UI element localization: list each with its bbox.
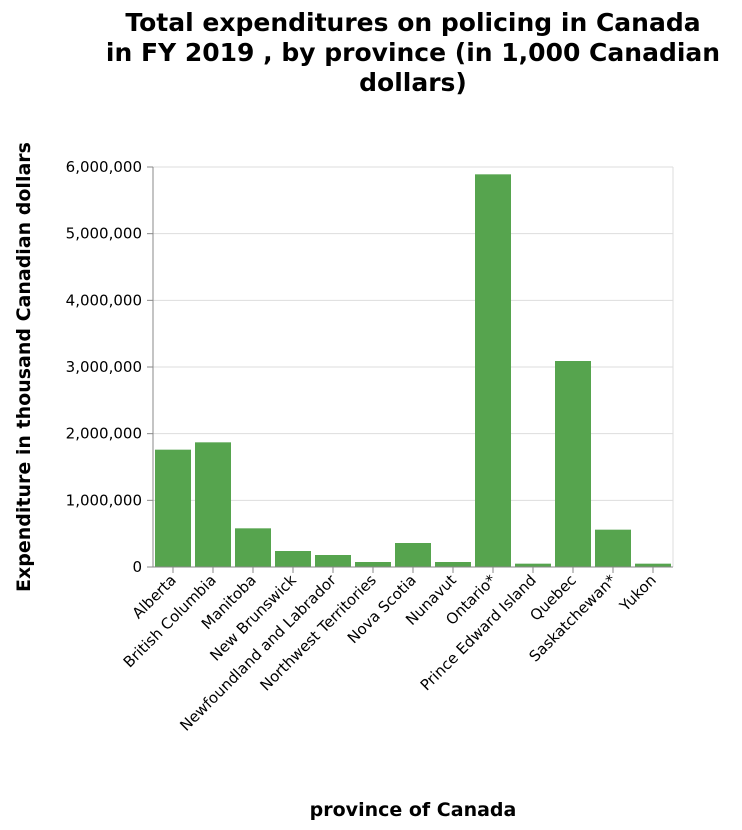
- bar-alberta: [155, 449, 191, 567]
- bar-northwest-territories: [355, 562, 391, 567]
- gridlines: [153, 166, 674, 568]
- bar-ontario: [475, 174, 511, 568]
- bar-yukon: [635, 563, 671, 567]
- bar-newfoundland-and-labrador: [315, 555, 351, 567]
- y-axis-title: Expenditure in thousand Canadian dollars: [13, 142, 35, 592]
- chart-title-line-2: in FY 2019 , by province (in 1,000 Canad…: [106, 38, 720, 67]
- bar-quebec: [555, 361, 591, 567]
- chart-title-line-3: dollars): [359, 68, 467, 97]
- y-tick-label: 5,000,000: [66, 225, 142, 243]
- chart-title-line-1: Total expenditures on policing in Canada: [125, 8, 700, 37]
- x-axis-title: province of Canada: [310, 799, 517, 821]
- y-tick-label: 0: [132, 558, 142, 576]
- y-tick-label: 2,000,000: [66, 425, 142, 443]
- y-tick-label: 1,000,000: [66, 491, 142, 509]
- x-tick-label: Yukon: [615, 571, 659, 615]
- bar-prince-edward-island: [515, 563, 551, 567]
- y-tick-label: 4,000,000: [66, 291, 142, 309]
- y-tick-label: 6,000,000: [66, 158, 142, 176]
- y-axis-ticks: 0 1,000,000 2,000,000 3,000,000 4,000,000 5,0…: [66, 158, 153, 576]
- bar-saskatchewan: [595, 529, 631, 567]
- bar-nova-scotia: [395, 543, 431, 567]
- bar-british-columbia: [195, 442, 231, 567]
- bar-nunavut: [435, 562, 471, 567]
- bar-manitoba: [235, 528, 271, 567]
- bar-new-brunswick: [275, 551, 311, 567]
- y-tick-label: 3,000,000: [66, 358, 142, 376]
- bars: [155, 174, 671, 568]
